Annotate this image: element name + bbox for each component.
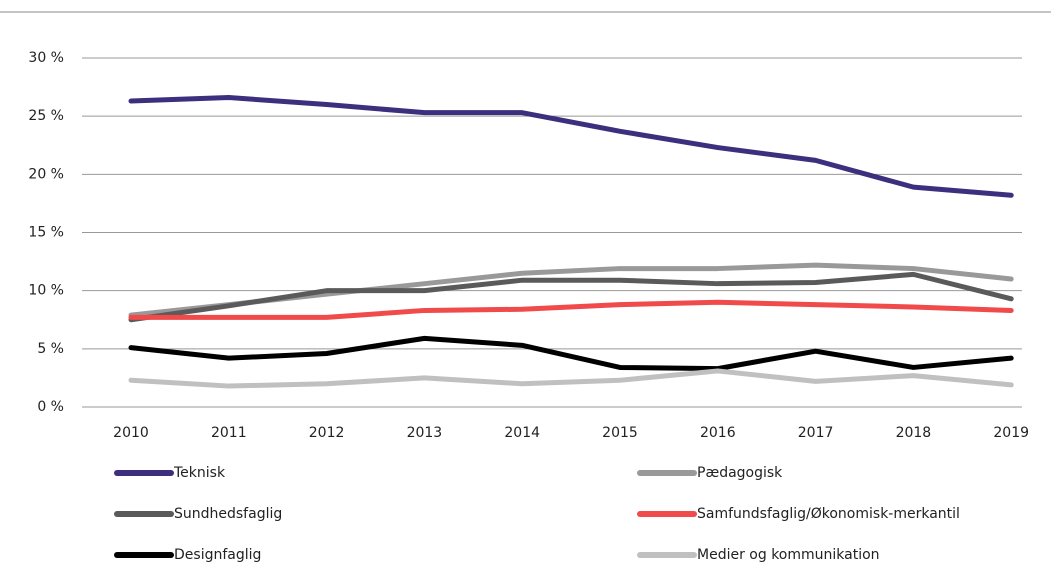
- y-tick-label: 5 %: [37, 341, 64, 357]
- y-tick-label: 25 %: [28, 108, 64, 124]
- x-tick-label: 2011: [211, 425, 247, 441]
- y-tick-label: 0 %: [37, 399, 64, 415]
- x-tick-label: 2019: [993, 425, 1029, 441]
- x-tick-label: 2010: [113, 425, 149, 441]
- line-series: [128, 335, 1014, 372]
- legend-label: Designfaglig: [174, 547, 261, 563]
- legend-label: Teknisk: [173, 465, 226, 481]
- line-series: [128, 368, 1014, 389]
- legend-label: Sundhedsfaglig: [174, 506, 282, 522]
- y-tick-label: 10 %: [28, 283, 64, 299]
- legend-label: Medier og kommunikation: [697, 547, 880, 563]
- y-tick-label: 15 %: [28, 225, 64, 241]
- x-tick-label: 2013: [407, 425, 443, 441]
- x-tick-label: 2018: [896, 425, 932, 441]
- legend-label: Samfundsfaglig/Økonomisk-merkantil: [697, 506, 960, 522]
- x-tick-label: 2016: [700, 425, 736, 441]
- line-series: [128, 299, 1014, 320]
- legend-label: Pædagogisk: [697, 465, 783, 481]
- x-tick-label: 2014: [504, 425, 540, 441]
- x-tick-label: 2012: [309, 425, 345, 441]
- x-tick-label: 2015: [602, 425, 638, 441]
- line-series: [128, 95, 1014, 198]
- line-series: [128, 271, 1014, 323]
- x-tick-label: 2017: [798, 425, 834, 441]
- y-tick-label: 30 %: [28, 50, 64, 66]
- y-tick-label: 20 %: [28, 166, 64, 182]
